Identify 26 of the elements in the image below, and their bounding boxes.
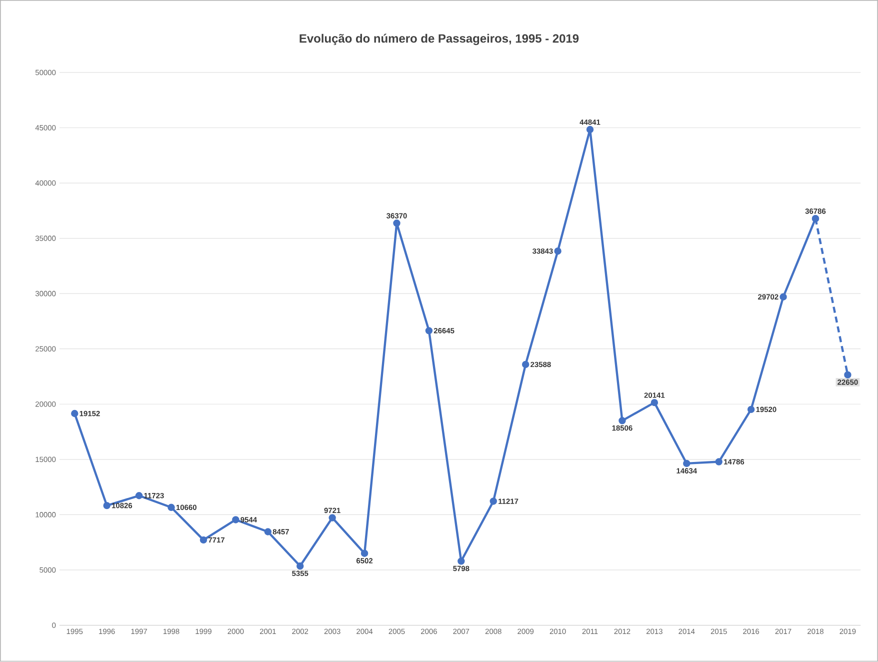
point xyxy=(135,492,143,500)
point xyxy=(71,410,78,418)
point xyxy=(490,498,497,505)
point xyxy=(425,327,433,334)
point xyxy=(264,528,272,536)
point xyxy=(393,220,400,227)
point xyxy=(618,417,626,424)
point xyxy=(844,371,852,379)
point xyxy=(232,516,240,524)
point xyxy=(683,460,690,468)
point xyxy=(522,361,530,368)
point xyxy=(103,502,110,510)
point xyxy=(360,550,368,558)
point xyxy=(586,126,594,134)
point xyxy=(296,562,304,570)
point xyxy=(715,458,722,466)
point xyxy=(458,558,465,565)
point xyxy=(200,536,208,544)
point xyxy=(747,406,755,414)
chart-title: Evolução do número de Passageiros, 1995 - 2019 xyxy=(300,34,579,46)
point xyxy=(168,504,175,512)
point xyxy=(780,293,787,301)
point xyxy=(812,215,820,222)
point xyxy=(554,248,562,255)
point xyxy=(328,514,336,522)
point xyxy=(650,399,658,406)
